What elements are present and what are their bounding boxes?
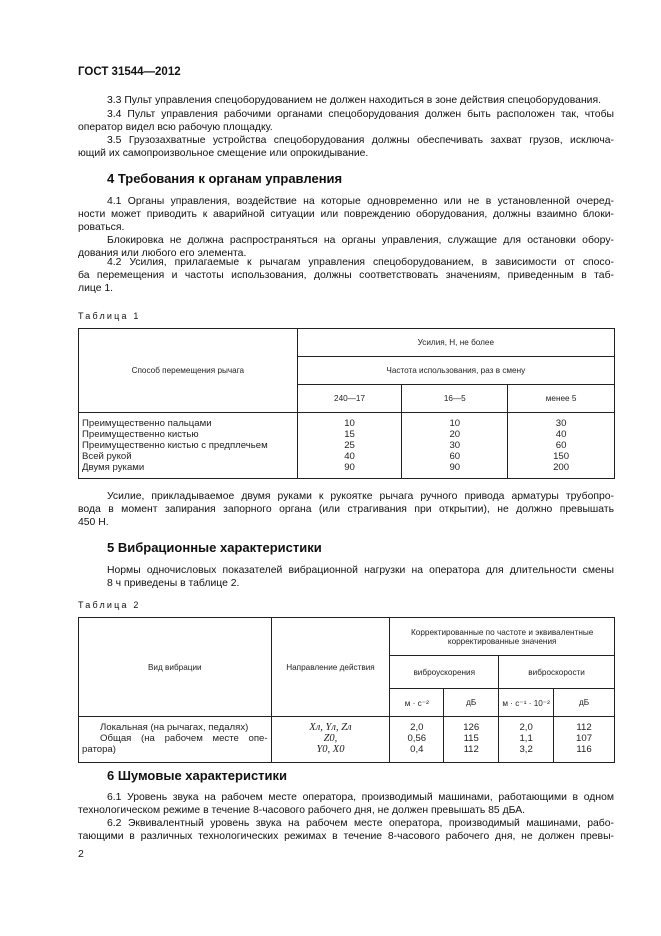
table-1-freq-col: 16—5 [401,384,509,413]
table-2-unit: дБ [443,688,500,717]
table-1-value-cell: 60 [555,440,567,451]
table-1-method-cell: Двумя руками [82,462,145,473]
direction-cell: Z0, [323,733,338,744]
direction-cell: Xл, Yл, Zл [309,722,352,733]
table-1-freq-col: менее 5 [507,384,615,413]
paragraph-line: роваться. [78,222,125,233]
table-2-unit: м · с⁻¹ · 10⁻² [498,688,555,717]
table-2-value-cell: 2,0 [410,722,424,733]
kind-general: Общая (на рабочем месте опе- [100,733,268,744]
document-header: ГОСТ 31544—2012 [78,66,181,78]
table-1-value-cell: 40 [344,451,355,462]
paragraph-line: 8 ч приведены в таблице 2. [107,578,240,589]
table-2-accel-ms2: 2,0 0,56 0,4 [389,716,445,763]
table-2-value-cell: 3,2 [519,744,533,755]
table-2-value-cell: 0,56 [407,733,427,744]
table-1-value-cell: 90 [344,462,355,473]
table-1-value-cell: 40 [555,429,567,440]
paragraph-line: технологическом режиме в течение 8-часов… [78,805,526,816]
table-2-accel-db: 126 115 112 [443,716,500,763]
table-1-value-cell: 25 [344,440,355,451]
section-heading-5: 5 Вибрационные характеристики [107,540,322,555]
paragraph-line: оператор видел всю рабочую площадку. [78,122,273,133]
table-2-value-cell: 116 [576,744,592,755]
table-1-methods: Преимущественно пальцами Преимущественно … [78,412,298,479]
table-1-value-cell: 10 [344,418,355,429]
table-1-value-cell: 200 [553,462,570,473]
table-1-body: Преимущественно пальцами Преимущественно … [78,412,615,479]
paragraph-line: 4.2 Усилия, прилагаемые к рычагам управл… [107,257,614,268]
paragraph-line: Усилие, прикладываемое двумя руками к ру… [107,491,614,502]
table-2-vel-db: 112 107 116 [553,716,615,763]
paragraph-line: 6.1 Уровень звука на рабочем месте опера… [107,792,614,803]
paragraph-line: 3.5 Грузозахватные устройства спецоборуд… [107,135,614,146]
section-heading-6: 6 Шумовые характеристики [107,768,288,783]
table-1-col-3: 30 40 60 150 200 [507,412,615,479]
paragraph-line: Нормы одночисловых показателей вибрацион… [107,565,614,576]
table-2-unit: м · с⁻² [389,688,445,717]
paragraph-line: 450 Н. [78,517,109,528]
table-1-value-cell: 20 [449,429,461,440]
table-2-header-direction: Направление действия [270,617,391,717]
table-2-header-kind: Вид вибрации [78,617,272,717]
table-2-header-velocity: виброскорости [498,655,615,689]
table-2-value-cell: 0,4 [410,744,424,755]
table-1-header-frequency: Частота использования, раз в смену [296,356,616,385]
paragraph-line: тающими в различных технологических режи… [78,831,614,842]
table-1-col-1: 10 15 25 40 90 [296,412,403,479]
table-1-method-cell: Преимущественно кистью [82,429,199,440]
table-2-value-cell: 112 [576,722,592,733]
paragraph-line: ющий их самопроизвольное смещение или оп… [78,148,369,159]
paragraph-line: 3.3 Пульт управления спецоборудованием н… [107,95,602,106]
paragraph-line: 4.1 Органы управления, воздействие на ко… [107,196,614,207]
table-2-value-cell: 107 [576,733,593,744]
table-2-value-cell: 115 [463,733,479,744]
paragraph-line: ба перемещения и частоты использования, … [78,270,614,281]
table-2-kinds: Локальная (на рычагах, педалях) Общая (н… [78,716,272,763]
paragraph-line: ности может приводить к аварийной ситуац… [78,209,614,220]
table-1-value-cell: 30 [449,440,461,451]
table-2-value-cell: 126 [463,722,480,733]
table-1-method-cell: Всей рукой [82,451,132,462]
table-1-method-cell: Преимущественно кистью с предплечьем [82,440,268,451]
paragraph-line: 6.2 Эквивалентный уровень звука на рабоч… [107,818,614,829]
table-2-value-cell: 112 [463,744,479,755]
table-2-value-cell: 1,1 [519,733,533,744]
table-2-value-cell: 2,0 [519,722,533,733]
table-1-value-cell: 15 [344,429,355,440]
table-2-caption: Таблица 2 [78,600,141,610]
table-1-value-cell: 150 [553,451,570,462]
table-1-caption: Таблица 1 [78,311,141,321]
table-2-header-acceleration: виброускорения [389,655,500,689]
table-1-header-method: Способ перемещения рычага [78,328,298,413]
table-2-body: Локальная (на рычагах, педалях) Общая (н… [78,716,615,763]
table-2-header-values: Корректированные по частоте и эквивалент… [389,617,615,656]
table-1-col-2: 10 20 30 60 90 [401,412,509,479]
table-2-unit: дБ [553,688,615,717]
section-heading-4: 4 Требования к органам управления [107,171,343,186]
table-1: Способ перемещения рычага Усилия, Н, не … [78,328,616,479]
kind-general-cont: ратора) [82,744,116,755]
table-2: Вид вибрации Направление действия Коррек… [78,617,615,763]
paragraph-line: дования или любого его элемента. [78,248,247,259]
table-1-value-cell: 30 [555,418,567,429]
kind-local: Локальная (на рычагах, педалях) [100,722,249,733]
paragraph-line: вода в момент запирания запорного органа… [78,504,614,515]
table-1-freq-col: 240—17 [296,384,403,413]
paragraph-line: 3.4 Пульт управления рабочими органами с… [107,109,614,120]
table-2-vel-ms: 2,0 1,1 3,2 [498,716,555,763]
table-2-directions: Xл, Yл, Zл Z0, Y0, X0 [270,716,391,763]
table-1-value-cell: 60 [449,451,461,462]
table-1-value-cell: 90 [449,462,461,473]
table-1-value-cell: 10 [449,418,461,429]
paragraph-line: Блокировка не должна распространяться на… [107,235,614,246]
paragraph-line: лице 1. [78,283,114,294]
table-1-method-cell: Преимущественно пальцами [82,418,212,429]
page-number: 2 [78,848,84,860]
table-1-header-force: Усилия, Н, не более [296,328,616,357]
direction-cell: Y0, X0 [316,744,345,755]
